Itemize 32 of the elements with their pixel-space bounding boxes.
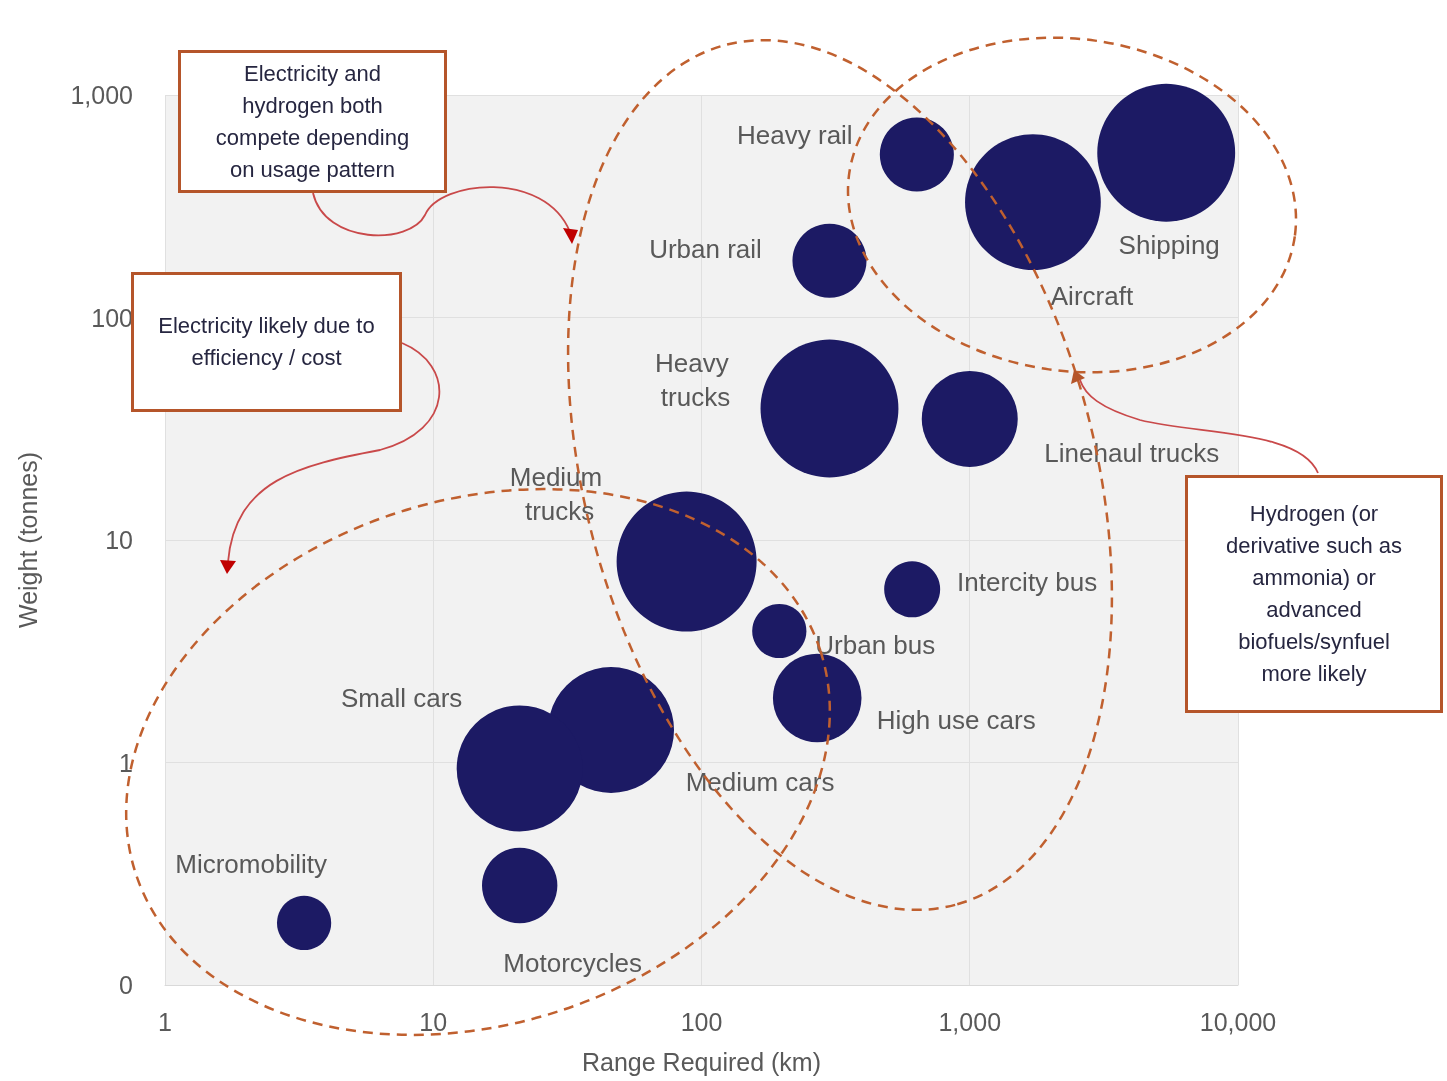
series-label: Micromobility xyxy=(175,848,327,879)
series-label: Motorcycles xyxy=(503,947,643,978)
x-tick-label: 10,000 xyxy=(1199,1007,1277,1036)
series-label: Shipping xyxy=(1118,229,1220,260)
series-label: High use cars xyxy=(876,704,1036,735)
y-tick-label: 1,000 xyxy=(70,81,133,109)
y-tick-label: 1 xyxy=(119,748,133,777)
x-tick-label: 10 xyxy=(419,1007,448,1036)
series-label: Small cars xyxy=(341,683,463,714)
series-label: Urban rail xyxy=(649,233,762,264)
series-label: Linehaul trucks xyxy=(1044,437,1220,468)
y-tick-label: 100 xyxy=(91,303,133,332)
series-label: Heavy trucks xyxy=(655,348,736,413)
series-label: Aircraft xyxy=(1050,281,1134,312)
y-tick-label: 10 xyxy=(105,526,133,554)
x-tick-label: 1,000 xyxy=(938,1007,1002,1036)
series-label: Intercity bus xyxy=(957,567,1098,598)
annotation: Electricity likely due to efficiency / cost xyxy=(157,312,376,372)
series-label: Heavy rail xyxy=(737,119,853,150)
annotation: Electricity and hydrogen both compete depending on usage pattern xyxy=(214,59,411,184)
series-label: Urban bus xyxy=(815,629,936,660)
annotation: Hydrogen (or derivative such as ammonia) or advanced biofuels/synfuel more likely xyxy=(1224,500,1404,688)
x-axis-title: Range Required (km) xyxy=(582,1047,821,1076)
callout-box: Electricity likely due to efficiency / cost xyxy=(131,272,402,412)
x-tick-label: 100 xyxy=(680,1007,723,1036)
y-axis-title: Weight (tonnes) xyxy=(13,451,42,629)
callout-box: Hydrogen (or derivative such as ammonia) or advanced biofuels/synfuel more likely xyxy=(1185,475,1443,713)
callout-box: Electricity and hydrogen both compete depending on usage pattern xyxy=(178,50,447,193)
x-tick-label: 1 xyxy=(158,1007,172,1036)
y-tick-label: 0 xyxy=(119,971,133,999)
series-label: Medium trucks xyxy=(509,461,610,526)
series-label: Medium cars xyxy=(685,766,835,797)
